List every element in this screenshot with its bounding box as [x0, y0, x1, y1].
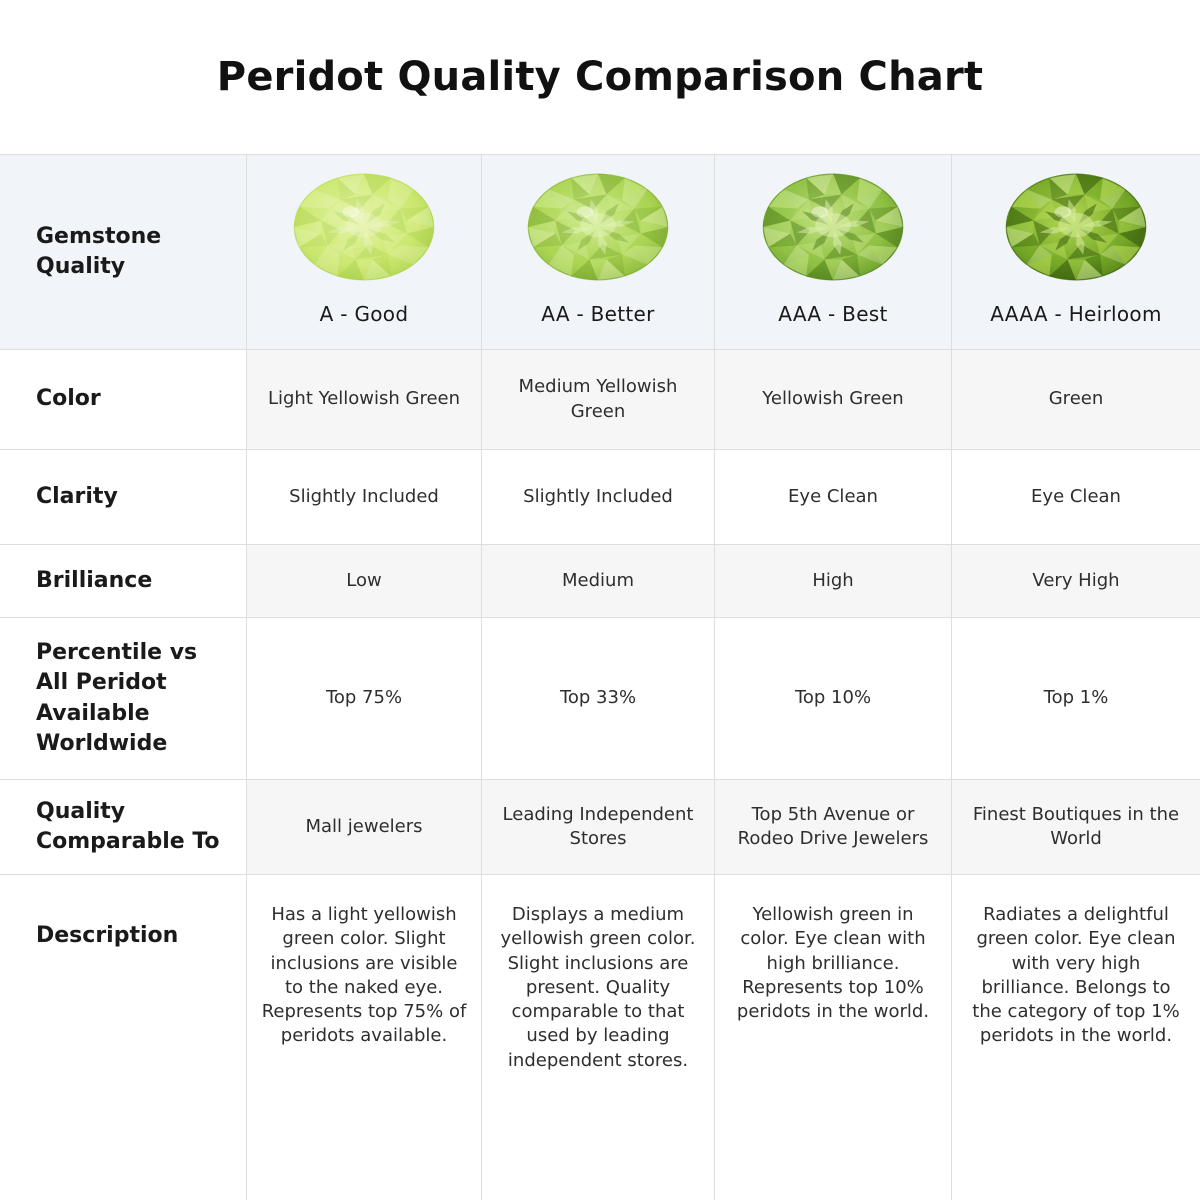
row-label-color-text: Color: [36, 386, 101, 412]
grade-label-aaaa-heirloom: AAAA - Heirloom: [990, 301, 1162, 326]
row-label-percentile: Percentile vs All Peridot Available Worl…: [0, 618, 247, 780]
peridot-gem-aaa-best-image: [758, 169, 908, 285]
brilliance-value-a: Low: [247, 545, 482, 618]
color-value-aa: Medium Yellowish Green: [482, 350, 715, 450]
header-row-label-cell: Gemstone Quality: [0, 155, 247, 350]
brilliance-value-aaaa: Very High: [952, 545, 1200, 618]
brilliance-value-aa: Medium: [482, 545, 715, 618]
grade-label-a-good: A - Good: [319, 301, 409, 326]
comparable-value-aa: Leading Independent Stores: [482, 780, 715, 875]
row-label-clarity-text: Clarity: [36, 483, 118, 509]
row-label-percentile-text: Percentile vs All Peridot Available Worl…: [36, 639, 198, 756]
row-label-quality-comparable-text: Quality Comparable To: [36, 798, 220, 854]
row-label-quality-comparable: Quality Comparable To: [0, 780, 247, 875]
clarity-value-aaaa: Eye Clean: [952, 450, 1200, 545]
percentile-value-aaaa: Top 1%: [952, 618, 1200, 780]
comparison-table: Gemstone Quality A - Good AA - Better AA…: [0, 154, 1200, 1200]
header-row-label: Gemstone Quality: [36, 223, 162, 279]
clarity-value-aaa: Eye Clean: [715, 450, 952, 545]
comparable-value-aaaa: Finest Boutiques in the World: [952, 780, 1200, 875]
grade-header-aa-better: AA - Better: [482, 155, 715, 350]
description-value-a: Has a light yellowish green color. Sligh…: [247, 875, 482, 1200]
row-label-description: Description: [0, 875, 247, 1200]
row-label-brilliance-text: Brilliance: [36, 567, 153, 593]
color-value-a: Light Yellowish Green: [247, 350, 482, 450]
row-label-clarity: Clarity: [0, 450, 247, 545]
grade-header-aaaa-heirloom: AAAA - Heirloom: [952, 155, 1200, 350]
brilliance-value-aaa: High: [715, 545, 952, 618]
clarity-value-a: Slightly Included: [247, 450, 482, 545]
grade-label-aa-better: AA - Better: [541, 301, 655, 326]
grade-header-a-good: A - Good: [247, 155, 482, 350]
description-value-aaa: Yellowish green in color. Eye clean with…: [715, 875, 952, 1200]
row-label-brilliance: Brilliance: [0, 545, 247, 618]
peridot-gem-aaaa-heirloom-image: [1001, 169, 1151, 285]
comparable-value-aaa: Top 5th Avenue or Rodeo Drive Jewelers: [715, 780, 952, 875]
percentile-value-a: Top 75%: [247, 618, 482, 780]
title-bar: Peridot Quality Comparison Chart: [0, 0, 1200, 154]
color-value-aaa: Yellowish Green: [715, 350, 952, 450]
row-label-color: Color: [0, 350, 247, 450]
page-title: Peridot Quality Comparison Chart: [216, 54, 984, 100]
description-value-aaaa: Radiates a delightful green color. Eye c…: [952, 875, 1200, 1200]
clarity-value-aa: Slightly Included: [482, 450, 715, 545]
percentile-value-aa: Top 33%: [482, 618, 715, 780]
grade-header-aaa-best: AAA - Best: [715, 155, 952, 350]
percentile-value-aaa: Top 10%: [715, 618, 952, 780]
description-value-aa: Displays a medium yellowish green color.…: [482, 875, 715, 1200]
color-value-aaaa: Green: [952, 350, 1200, 450]
peridot-gem-a-good-image: [289, 169, 439, 285]
grade-label-aaa-best: AAA - Best: [778, 301, 888, 326]
row-label-description-text: Description: [36, 923, 179, 948]
peridot-gem-aa-better-image: [523, 169, 673, 285]
comparable-value-a: Mall jewelers: [247, 780, 482, 875]
